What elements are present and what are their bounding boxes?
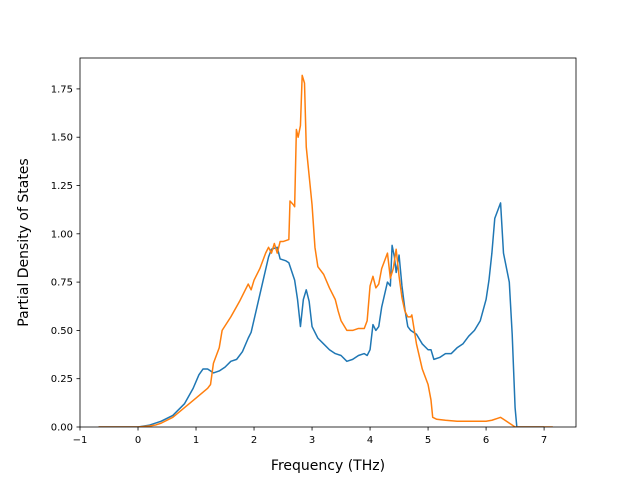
plot-frame <box>79 57 577 428</box>
x-tick-label: 4 <box>367 435 373 446</box>
x-tick-label: 6 <box>483 435 489 446</box>
y-tick-label: 1.25 <box>51 181 73 192</box>
x-tick-label: 7 <box>541 435 547 446</box>
series-line-1 <box>98 202 545 427</box>
y-tick-label: 1.75 <box>51 84 73 95</box>
x-tick-label: 5 <box>425 435 431 446</box>
y-tick-label: 0.00 <box>51 423 73 434</box>
x-tick-label: −1 <box>73 435 88 446</box>
y-tick-label: 1.50 <box>51 133 73 144</box>
y-tick-label: 0.75 <box>51 278 73 289</box>
x-axis-label: Frequency (THz) <box>271 458 385 474</box>
x-tick-label: 1 <box>193 435 199 446</box>
y-axis-ticks: 0.00 0.25 0.50 0.75 1.00 1.25 1.50 1.75 <box>51 84 80 434</box>
x-tick-label: 3 <box>309 435 315 446</box>
y-tick-label: 1.00 <box>51 229 73 240</box>
y-axis-label: Partial Density of States <box>16 158 32 326</box>
x-tick-label: 0 <box>135 435 141 446</box>
series-line-2 <box>98 74 553 427</box>
y-tick-label: 0.25 <box>51 374 73 385</box>
x-axis-ticks: −1 0 1 2 3 4 5 6 7 <box>73 427 547 446</box>
x-tick-label: 2 <box>251 435 257 446</box>
plot-area <box>79 57 577 428</box>
y-tick-label: 0.50 <box>51 326 73 337</box>
